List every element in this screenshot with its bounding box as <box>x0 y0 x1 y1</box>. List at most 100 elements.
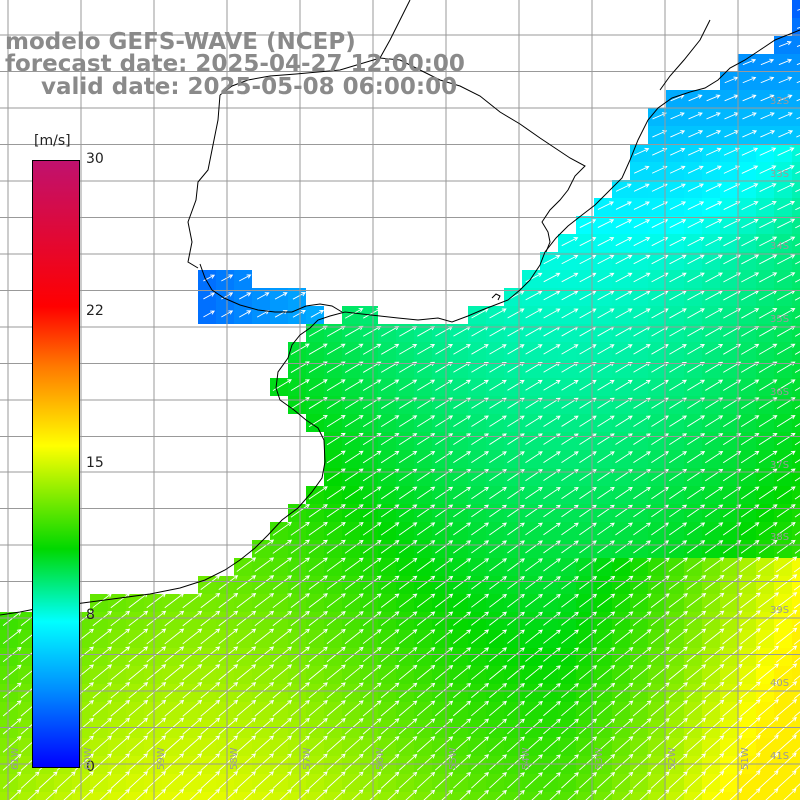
wind-arrow <box>793 675 800 681</box>
wind-arrow <box>507 415 525 427</box>
wind-arrow <box>639 789 652 800</box>
colorbar-unit: [m/s] <box>34 133 71 149</box>
wind-arrow <box>453 379 471 391</box>
wind-arrow <box>380 575 400 590</box>
wind-arrow <box>650 611 670 627</box>
wind-arrow <box>99 788 112 800</box>
wind-arrow <box>704 540 724 554</box>
wind-arrow <box>776 415 796 428</box>
wind-arrow <box>218 753 239 771</box>
wind-arrow <box>775 681 798 699</box>
wind-arrow <box>758 432 778 446</box>
wind-arrow <box>615 451 633 464</box>
lon-label: 61W <box>10 747 21 770</box>
lon-label: 51W <box>740 747 751 770</box>
wind-arrow <box>669 237 687 247</box>
wind-arrow <box>776 770 797 790</box>
wind-arrow <box>687 165 704 174</box>
wind-arrow <box>441 789 454 800</box>
wind-arrow <box>254 753 275 771</box>
wind-arrow <box>92 753 112 771</box>
wind-speed-cell <box>342 792 360 800</box>
wind-arrow <box>525 379 543 391</box>
wind-arrow <box>254 610 275 627</box>
wind-arrow <box>777 254 796 265</box>
wind-arrow <box>459 789 472 800</box>
lat-label: 40S <box>770 678 790 689</box>
wind-arrow <box>561 344 579 355</box>
wind-arrow <box>239 310 252 318</box>
wind-arrow <box>579 611 598 626</box>
wind-arrow <box>597 237 615 247</box>
wind-arrow <box>722 592 743 609</box>
wind-arrow <box>326 343 346 355</box>
wind-arrow <box>507 700 525 717</box>
wind-arrow <box>254 699 275 717</box>
wind-arrow <box>758 752 779 772</box>
wind-arrow <box>380 504 400 518</box>
wind-arrow <box>633 344 651 355</box>
wind-arrow <box>543 254 561 265</box>
wind-arrow <box>164 681 185 699</box>
wind-speed-cell <box>792 378 800 396</box>
wind-arrow <box>687 236 705 247</box>
wind-arrow <box>794 369 800 373</box>
wind-arrow <box>579 362 597 373</box>
wind-arrow <box>507 665 525 680</box>
wind-arrow <box>362 343 382 355</box>
wind-arrow <box>110 753 131 771</box>
wind-arrow <box>333 789 346 800</box>
wind-arrow <box>668 682 688 699</box>
wind-arrow <box>326 415 346 428</box>
wind-arrow <box>742 112 757 120</box>
wind-arrow <box>632 771 652 789</box>
wind-arrow <box>632 557 652 572</box>
wind-arrow <box>27 789 40 800</box>
wind-arrow <box>686 592 707 609</box>
wind-arrow <box>362 593 382 608</box>
wind-arrow <box>117 788 130 800</box>
lat-label: 32S <box>770 96 790 107</box>
lat-label: 35S <box>770 314 790 325</box>
wind-arrow <box>207 788 221 800</box>
wind-arrow <box>308 486 328 500</box>
wind-arrow <box>758 468 778 482</box>
wind-arrow <box>525 754 543 771</box>
wind-arrow <box>579 718 598 735</box>
wind-arrow <box>507 308 525 319</box>
wind-arrow <box>254 628 275 645</box>
wind-arrow <box>579 754 598 771</box>
wind-arrow <box>434 611 454 626</box>
wind-speed-cell <box>18 792 36 800</box>
wind-arrow <box>453 629 472 644</box>
wind-arrow <box>561 558 579 572</box>
wind-arrow <box>452 718 472 735</box>
wind-speed-cell <box>792 774 800 792</box>
wind-arrow <box>596 629 616 644</box>
wind-arrow <box>796 98 800 102</box>
wind-arrow <box>596 736 616 753</box>
wind-arrow <box>380 450 400 464</box>
wind-arrow <box>146 753 167 771</box>
wind-arrow <box>650 628 670 645</box>
wind-arrow <box>579 254 597 265</box>
wind-arrow <box>434 700 454 717</box>
wind-arrow <box>344 575 364 590</box>
wind-arrow <box>543 629 561 644</box>
wind-speed-cell <box>216 792 234 800</box>
wind-speed-cell <box>792 252 800 270</box>
wind-arrow <box>669 308 687 319</box>
wind-arrow <box>549 789 561 800</box>
wind-arrow <box>794 495 800 500</box>
wind-arrow <box>795 188 800 193</box>
wind-speed-cell <box>612 792 630 800</box>
wind-speed-cell <box>792 792 800 800</box>
wind-arrow <box>308 682 328 699</box>
wind-arrow <box>759 254 778 265</box>
wind-arrow <box>326 504 346 518</box>
wind-arrow <box>9 789 22 800</box>
wind-arrow <box>561 522 579 536</box>
wind-speed-cell <box>792 234 800 252</box>
wind-arrow <box>489 629 508 644</box>
wind-arrow <box>796 134 800 138</box>
